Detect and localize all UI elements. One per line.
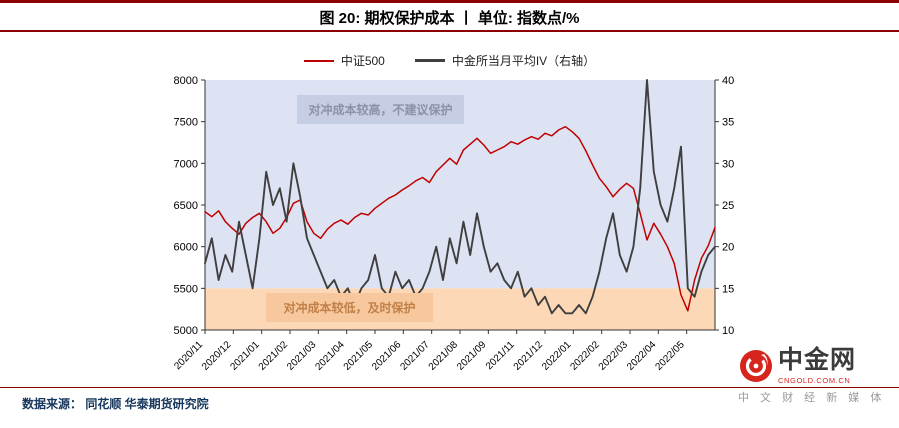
logo-row: 中金网 CNGOLD.COM.CN bbox=[738, 346, 896, 385]
x-axis-tick-label: 2020/11 bbox=[172, 339, 205, 372]
x-axis-tick-label: 2021/09 bbox=[455, 339, 489, 373]
iv-line-swatch bbox=[414, 59, 445, 62]
x-axis-tick-label: 2022/02 bbox=[568, 339, 602, 373]
logo-domain: CNGOLD.COM.CN bbox=[778, 375, 851, 385]
x-axis-tick-label: 2022/04 bbox=[625, 339, 659, 373]
right-axis-tick-label: 35 bbox=[722, 117, 734, 129]
right-axis-tick-label: 10 bbox=[722, 325, 734, 337]
csi500-line-swatch bbox=[303, 59, 334, 62]
x-axis-tick-label: 2021/02 bbox=[257, 339, 291, 373]
logo-tagline: 中 文 财 经 新 媒 体 bbox=[738, 391, 886, 404]
x-axis-tick-label: 2021/08 bbox=[427, 339, 461, 373]
left-axis-tick-label: 5500 bbox=[174, 283, 198, 295]
right-axis-tick-label: 30 bbox=[722, 158, 734, 170]
left-axis-tick-label: 7500 bbox=[174, 117, 198, 129]
series-line-0 bbox=[204, 125, 716, 312]
series-line-1 bbox=[204, 79, 716, 315]
line-chart: 8000 7500 7000 6500 6000 5500 5000 40 35 30 25 20 15… bbox=[172, 75, 734, 373]
logo-name: 中金网 bbox=[778, 346, 857, 374]
left-axis-tick-label: 8000 bbox=[174, 75, 198, 87]
right-axis-tick-label: 15 bbox=[722, 283, 734, 295]
legend-item-csi500: 中证500 bbox=[303, 52, 385, 69]
x-axis-tick-label: 2021/07 bbox=[398, 339, 432, 373]
chart-legend: 中证500 中金所当月平均IV（右轴） bbox=[0, 52, 899, 69]
x-axis-tick-label: 2021/06 bbox=[370, 339, 404, 373]
cngold-logo: 中金网 CNGOLD.COM.CN 中 文 财 经 新 媒 体 bbox=[738, 346, 896, 405]
title-rule bbox=[0, 30, 899, 32]
logo-text-block: 中金网 CNGOLD.COM.CN bbox=[778, 346, 857, 385]
data-source: 数据来源： 同花顺 华泰期货研究院 bbox=[22, 397, 209, 411]
x-axis-tick-label: 2021/01 bbox=[228, 339, 262, 373]
x-axis-tick-label: 2021/11 bbox=[484, 339, 517, 372]
bottom-rule bbox=[0, 387, 899, 388]
x-axis-tick-label: 2022/01 bbox=[540, 339, 574, 373]
legend-item-iv: 中金所当月平均IV（右轴） bbox=[414, 52, 596, 69]
x-axis-tick-label: 2021/12 bbox=[512, 339, 546, 373]
right-axis-tick-label: 20 bbox=[722, 242, 734, 254]
annotation-low-cost: 对冲成本较低，及时保护 bbox=[266, 293, 433, 322]
left-axis-tick-label: 7000 bbox=[174, 158, 198, 170]
x-axis-tick-label: 2021/04 bbox=[313, 339, 347, 373]
left-axis-tick-label: 6000 bbox=[174, 242, 198, 254]
right-axis-tick-label: 40 bbox=[722, 75, 734, 87]
x-axis-tick-label: 2020/12 bbox=[200, 339, 234, 373]
legend-label-csi500: 中证500 bbox=[340, 54, 385, 68]
left-axis-tick-label: 5000 bbox=[174, 325, 198, 337]
right-axis-tick-label: 25 bbox=[722, 200, 734, 212]
x-axis-tick-label: 2021/03 bbox=[285, 339, 319, 373]
left-axis-tick-label: 6500 bbox=[174, 200, 198, 212]
x-axis-tick-label: 2022/03 bbox=[597, 339, 631, 373]
x-axis-tick-label: 2021/05 bbox=[342, 339, 376, 373]
annotation-high-cost: 对冲成本较高，不建议保护 bbox=[297, 95, 464, 124]
legend-label-iv: 中金所当月平均IV（右轴） bbox=[451, 54, 596, 68]
top-rule bbox=[0, 0, 899, 3]
x-axis-tick-label: 2022/05 bbox=[653, 339, 687, 373]
cngold-brand-icon bbox=[740, 349, 772, 382]
page-title: 图 20: 期权保护成本 丨 单位: 指数点/% bbox=[319, 10, 580, 27]
